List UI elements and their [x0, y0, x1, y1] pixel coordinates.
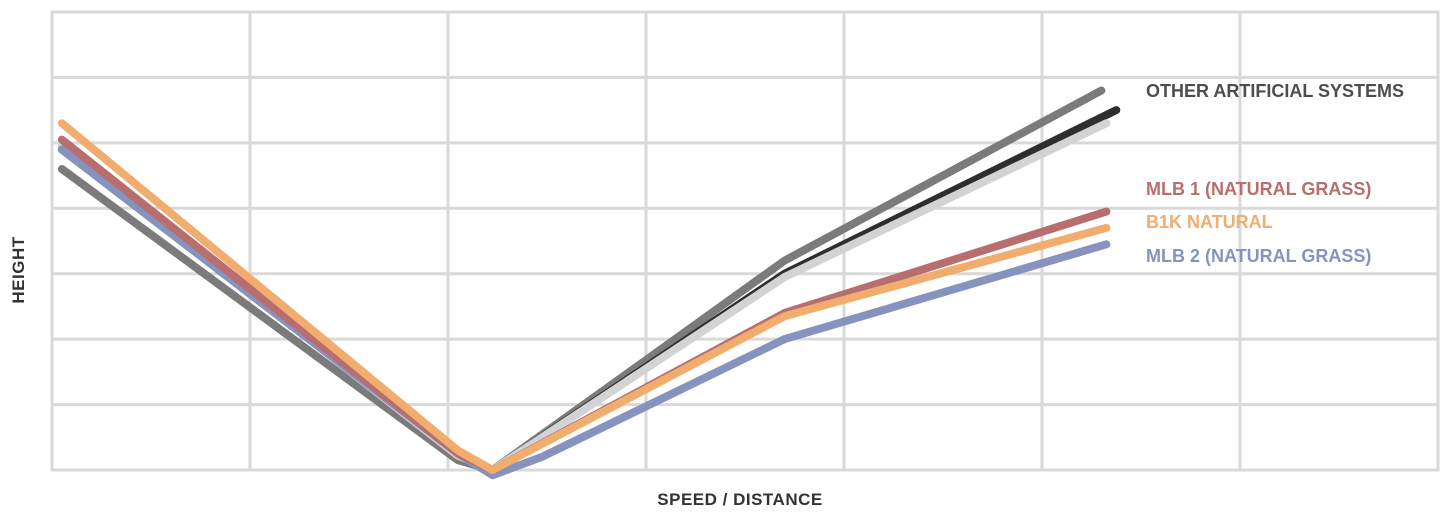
x-axis-label: SPEED / DISTANCE [657, 490, 822, 509]
legend-label: MLB 1 (NATURAL GRASS) [1146, 179, 1371, 199]
legend-label: MLB 2 (NATURAL GRASS) [1146, 246, 1371, 266]
plot-frame [50, 10, 1440, 472]
legend-label: B1K NATURAL [1146, 212, 1273, 232]
series-line-4 [57, 119, 1111, 474]
legend-label: OTHER ARTIFICIAL SYSTEMS [1146, 81, 1404, 101]
grid [50, 10, 1440, 472]
legend: OTHER ARTIFICIAL SYSTEMS MLB 1 (NATURAL G… [1146, 81, 1404, 266]
y-axis-label: HEIGHT [9, 236, 28, 303]
series-lines [57, 86, 1121, 480]
